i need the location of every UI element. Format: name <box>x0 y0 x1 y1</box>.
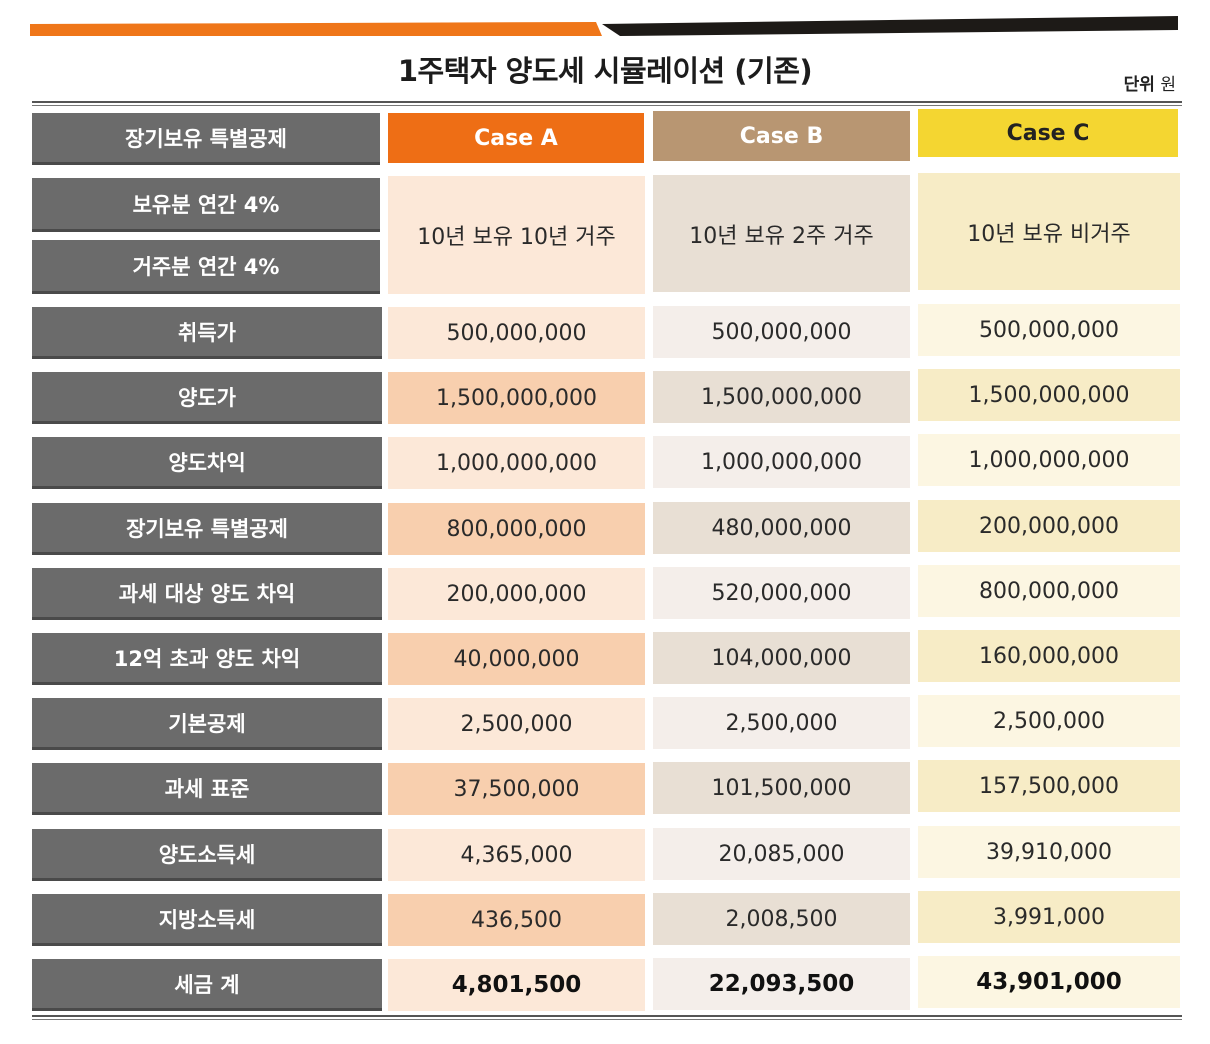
row-label: 양도차익 <box>32 437 382 489</box>
row-label: 장기보유 특별공제 <box>32 503 382 555</box>
column-header-case-b: Case B <box>653 111 910 161</box>
top-rule <box>32 101 1182 106</box>
deduction-value-case-a: 10년 보유 10년 거주 <box>388 176 645 294</box>
row-value-case-c: 800,000,000 <box>918 565 1180 617</box>
row-label: 양도가 <box>32 372 382 424</box>
row-value-case-c: 39,910,000 <box>918 826 1180 878</box>
row-value-case-b: 20,085,000 <box>653 828 910 880</box>
deduction-label-residence: 거주분 연간 4% <box>32 240 380 294</box>
unit-label: 단위 <box>1123 75 1155 95</box>
row-value-case-c: 1,500,000,000 <box>918 369 1180 421</box>
page-title: 1주택자 양도세 시뮬레이션 (기존) <box>397 54 813 88</box>
row-value-case-b: 22,093,500 <box>653 958 910 1010</box>
row-value-case-a: 1,000,000,000 <box>388 437 645 489</box>
top-accent-bar <box>30 14 1178 36</box>
header-label: 장기보유 특별공제 <box>32 113 380 165</box>
unit-note: 단위 원 <box>1124 70 1176 95</box>
row-value-case-b: 1,500,000,000 <box>653 371 910 423</box>
deduction-value-case-c: 10년 보유 비거주 <box>918 173 1180 290</box>
row-value-case-c: 160,000,000 <box>918 630 1180 682</box>
row-value-case-b: 2,008,500 <box>653 893 910 945</box>
row-value-case-c: 1,000,000,000 <box>918 434 1180 486</box>
row-value-case-b: 500,000,000 <box>653 306 910 358</box>
row-label: 과세 대상 양도 차익 <box>32 568 382 620</box>
row-value-case-b: 2,500,000 <box>653 697 910 749</box>
row-label: 세금 계 <box>32 959 382 1011</box>
row-value-case-a: 436,500 <box>388 894 645 946</box>
row-label: 양도소득세 <box>32 829 382 881</box>
row-value-case-a: 4,801,500 <box>388 959 645 1011</box>
row-value-case-a: 40,000,000 <box>388 633 645 685</box>
row-value-case-a: 800,000,000 <box>388 503 645 555</box>
deduction-value-case-b: 10년 보유 2주 거주 <box>653 175 910 292</box>
row-value-case-a: 37,500,000 <box>388 763 645 815</box>
row-value-case-b: 480,000,000 <box>653 502 910 554</box>
row-label: 과세 표준 <box>32 763 382 815</box>
row-label: 기본공제 <box>32 698 382 750</box>
column-header-case-a: Case A <box>388 113 644 163</box>
row-value-case-b: 1,000,000,000 <box>653 436 910 488</box>
row-value-case-c: 2,500,000 <box>918 695 1180 747</box>
column-header-case-c: Case C <box>918 109 1178 157</box>
row-value-case-b: 520,000,000 <box>653 567 910 619</box>
unit-value: 원 <box>1160 75 1176 95</box>
row-value-case-c: 43,901,000 <box>918 956 1180 1008</box>
row-value-case-c: 3,991,000 <box>918 891 1180 943</box>
row-value-case-a: 4,365,000 <box>388 829 645 881</box>
row-value-case-b: 101,500,000 <box>653 762 910 814</box>
row-label: 지방소득세 <box>32 894 382 946</box>
row-label: 취득가 <box>32 307 382 359</box>
row-label: 12억 초과 양도 차익 <box>32 633 382 685</box>
deduction-label-holding: 보유분 연간 4% <box>32 178 380 232</box>
row-value-case-a: 2,500,000 <box>388 698 645 750</box>
row-value-case-a: 200,000,000 <box>388 568 645 620</box>
row-value-case-c: 157,500,000 <box>918 760 1180 812</box>
row-value-case-c: 200,000,000 <box>918 500 1180 552</box>
row-value-case-a: 1,500,000,000 <box>388 372 645 424</box>
row-value-case-a: 500,000,000 <box>388 307 645 359</box>
row-value-case-c: 500,000,000 <box>918 304 1180 356</box>
bottom-rule <box>32 1015 1182 1020</box>
row-value-case-b: 104,000,000 <box>653 632 910 684</box>
